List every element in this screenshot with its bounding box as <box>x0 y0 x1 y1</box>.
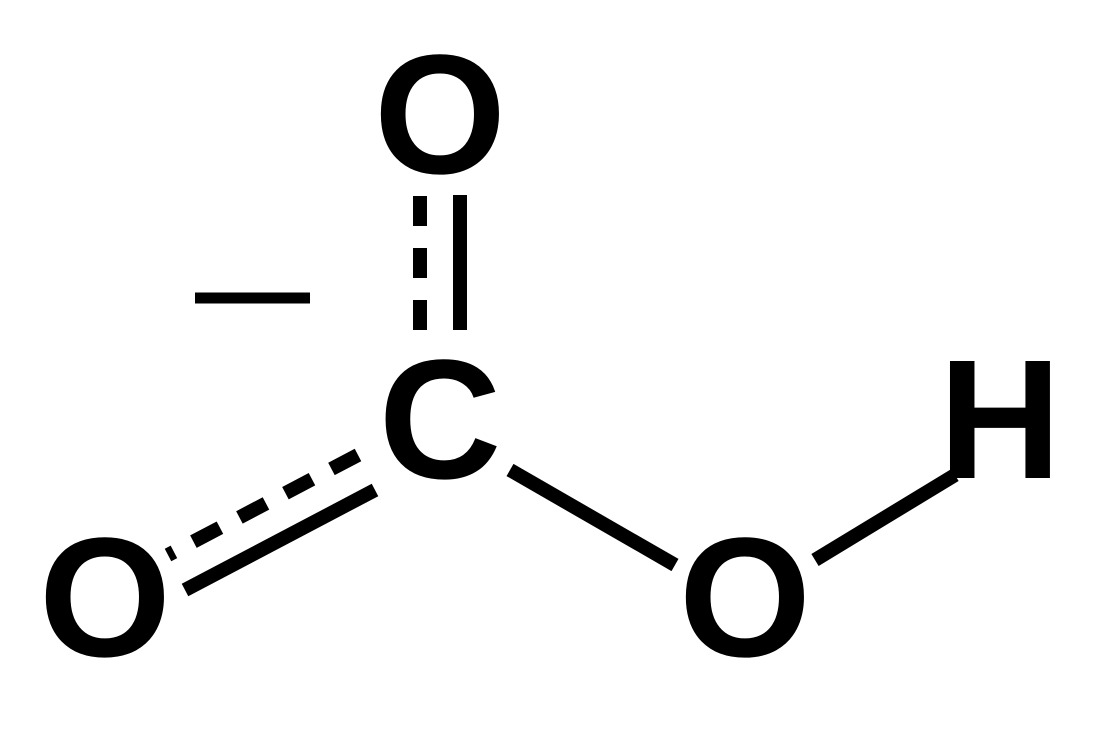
atom-O_left: O <box>39 503 171 693</box>
bicarbonate-structure: COOOH <box>0 0 1100 744</box>
o-to-h <box>815 475 955 560</box>
c-to-o-left-dashed <box>168 455 358 555</box>
atom-C: C <box>379 325 502 515</box>
c-to-o-right <box>510 470 675 565</box>
c-to-o-left-solid <box>185 490 375 590</box>
atom-O_right: O <box>679 503 811 693</box>
atom-O_top: O <box>374 20 506 210</box>
atom-H: H <box>939 325 1062 515</box>
